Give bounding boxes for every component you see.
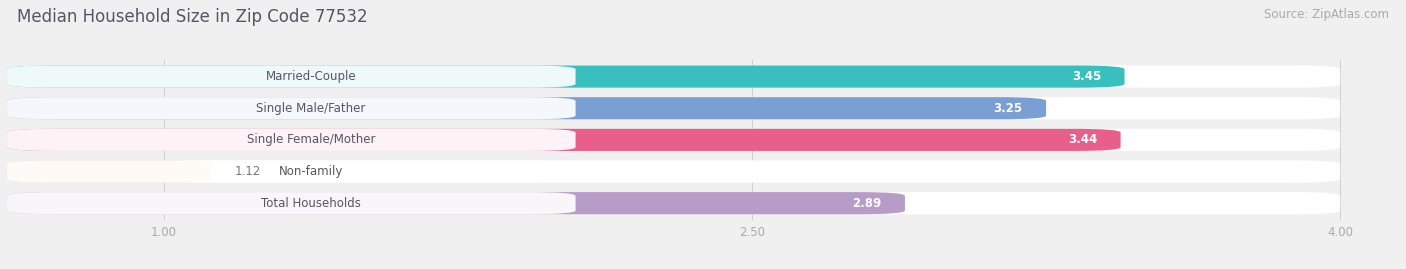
Text: Non-family: Non-family xyxy=(278,165,343,178)
FancyBboxPatch shape xyxy=(7,66,1340,88)
FancyBboxPatch shape xyxy=(7,129,1340,151)
Text: Married-Couple: Married-Couple xyxy=(266,70,356,83)
FancyBboxPatch shape xyxy=(7,192,905,214)
Text: 1.12: 1.12 xyxy=(235,165,260,178)
FancyBboxPatch shape xyxy=(7,160,1340,183)
FancyBboxPatch shape xyxy=(7,129,575,151)
FancyBboxPatch shape xyxy=(7,97,1340,119)
Text: 3.25: 3.25 xyxy=(994,102,1022,115)
FancyBboxPatch shape xyxy=(7,160,575,183)
FancyBboxPatch shape xyxy=(7,97,1046,119)
FancyBboxPatch shape xyxy=(7,160,211,183)
Text: Total Households: Total Households xyxy=(262,197,361,210)
Text: Single Female/Mother: Single Female/Mother xyxy=(246,133,375,146)
Text: Median Household Size in Zip Code 77532: Median Household Size in Zip Code 77532 xyxy=(17,8,367,26)
FancyBboxPatch shape xyxy=(7,66,575,88)
FancyBboxPatch shape xyxy=(7,129,1121,151)
FancyBboxPatch shape xyxy=(7,66,1125,88)
FancyBboxPatch shape xyxy=(7,192,575,214)
Text: 2.89: 2.89 xyxy=(852,197,882,210)
FancyBboxPatch shape xyxy=(7,192,1340,214)
Text: 3.45: 3.45 xyxy=(1071,70,1101,83)
Text: Source: ZipAtlas.com: Source: ZipAtlas.com xyxy=(1264,8,1389,21)
Text: Single Male/Father: Single Male/Father xyxy=(256,102,366,115)
Text: 3.44: 3.44 xyxy=(1067,133,1097,146)
FancyBboxPatch shape xyxy=(7,97,575,119)
